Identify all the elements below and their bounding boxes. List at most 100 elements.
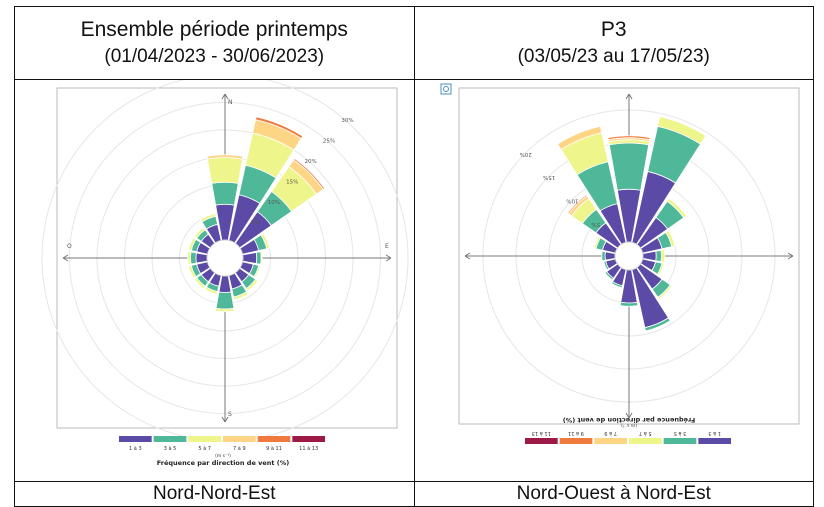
ring-label: 15% (543, 174, 555, 180)
windrose-plot: 5% 10% 15% 20% 25% 30% N E S O (41, 74, 409, 442)
center-hole (206, 239, 244, 277)
compass-label: S (228, 411, 232, 418)
arrow-north (221, 93, 229, 100)
windrose-wedge (190, 251, 198, 265)
windrose-wedge (656, 116, 707, 145)
legend-unit: (m s⁻¹) (621, 422, 637, 428)
legend-title: Fréquence par direction de vent (%) (563, 416, 695, 424)
legend-label: 9 à 11 (266, 445, 282, 452)
right-header-cell: P3 (03/05/23 au 17/05/23) (413, 6, 814, 80)
legend-swatch (698, 438, 731, 444)
windrose-wedge (187, 251, 192, 265)
compass-label: O (67, 243, 72, 250)
expand-icon-box (440, 83, 452, 95)
windrose-wedge (260, 251, 263, 265)
windrose-wedge (610, 281, 623, 289)
comparison-table: Ensemble période printemps (01/04/2023 -… (14, 6, 814, 507)
windrose-wedge (204, 286, 219, 295)
arrow-south (625, 412, 633, 419)
legend-label: 7 à 9 (233, 445, 246, 452)
ring-label: 5% (591, 221, 600, 227)
windrose-wedge (604, 271, 614, 281)
legend-label: 7 à 9 (604, 430, 617, 437)
left-header-cell: Ensemble période printemps (01/04/2023 -… (14, 6, 415, 80)
ring-label: 30% (342, 118, 354, 124)
legend-label: 9 à 11 (568, 430, 584, 437)
windrose-plot: 5% 10% 15% 20% (458, 87, 800, 425)
windrose-wedge (256, 251, 262, 265)
legend-swatch (524, 438, 558, 444)
legend: 1 à 3 3 à 5 5 à 7 7 à 9 9 à 11 11 à 13 (m s⁻¹)… (119, 436, 326, 467)
legend-swatch (594, 438, 627, 444)
legend-swatch (628, 438, 662, 444)
legend-unit: (m s⁻¹) (215, 453, 231, 459)
left-title: Ensemble période printemps (80, 18, 348, 41)
arrow-east (787, 252, 794, 260)
legend-label: 5 à 7 (639, 430, 652, 437)
windrose-wedge (644, 317, 671, 332)
windrose-wedge (293, 157, 326, 190)
legend-swatch (119, 436, 152, 442)
windrose-wedge (253, 264, 262, 279)
legend-label: 1 à 3 (708, 430, 721, 437)
windrose-wedge (195, 252, 208, 264)
windrose-wedge (242, 251, 258, 265)
windrose-wedge (566, 194, 588, 215)
windrose-wedge (194, 277, 207, 290)
windrose-wedge (215, 291, 235, 310)
windrose-wedge (656, 262, 665, 276)
arrow-west (62, 254, 69, 262)
windrose-wedge (246, 278, 259, 292)
windrose-wedge (255, 116, 304, 140)
ring-label: 20% (305, 159, 317, 165)
legend-swatch (292, 436, 326, 442)
windrose-wedge (207, 157, 244, 184)
compass-label: N (228, 99, 233, 106)
windrose-chart-spring: 5% 10% 15% 20% 25% 30% N E S O 1 à 3 3 à 5 5 à 7 7 à … (41, 74, 409, 467)
legend-title: Fréquence par direction de vent (%) (157, 459, 289, 467)
legend-swatch (257, 436, 291, 442)
legend-swatch (153, 436, 187, 442)
windrose-wedge (206, 154, 244, 160)
ring-label: 15% (286, 179, 298, 185)
legend-swatch (559, 438, 593, 444)
windrose-wedge (211, 181, 239, 206)
arrow-south (221, 416, 229, 423)
windrose-wedge (665, 230, 676, 248)
arrow-west (464, 252, 471, 260)
right-title: P3 (600, 18, 627, 41)
windrose-wedge (604, 251, 616, 261)
windrose-wedge (601, 250, 606, 262)
windrose-wedge (655, 249, 662, 263)
windrose-wedge (200, 213, 217, 223)
left-chart-cell: 5% 10% 15% 20% 25% 30% N E S O 1 à 3 3 à 5 5 à 7 7 à … (14, 74, 415, 482)
windrose-wedge (194, 226, 207, 239)
windrose-wedge (607, 135, 651, 140)
windrose-wedge (233, 291, 249, 301)
right-dates: (03/05/23 au 17/05/23) (517, 46, 710, 67)
legend: 11 à 13 9 à 11 7 à 9 5 à 7 3 à 5 1 à 3 (m s⁻¹)… (524, 416, 731, 444)
legend-label: 1 à 3 (129, 445, 142, 452)
legend-label: 11 à 13 (299, 445, 318, 452)
compass-label: E (385, 243, 389, 250)
windrose-wedge (188, 264, 197, 279)
legend-swatch (188, 436, 222, 442)
left-caption: Nord-Nord-Est (14, 481, 415, 507)
windrose-wedge (215, 307, 236, 313)
expand-icon (440, 83, 452, 95)
windrose-wedge (603, 260, 610, 271)
legend-swatch (223, 436, 256, 442)
expand-icon-glyph (442, 86, 449, 92)
windrose-wedge (260, 232, 271, 250)
ring-label: 20% (519, 151, 531, 157)
right-caption: Nord-Ouest à Nord-Est (413, 481, 814, 507)
arrow-north (625, 93, 633, 100)
ring-label: 10% (566, 197, 578, 203)
windrose-wedge (666, 197, 687, 219)
windrose-wedge (188, 237, 197, 252)
legend-label: 5 à 7 (199, 445, 212, 452)
left-dates: (01/04/2023 - 30/06/2023) (104, 46, 325, 67)
ring-label: 10% (268, 200, 280, 206)
